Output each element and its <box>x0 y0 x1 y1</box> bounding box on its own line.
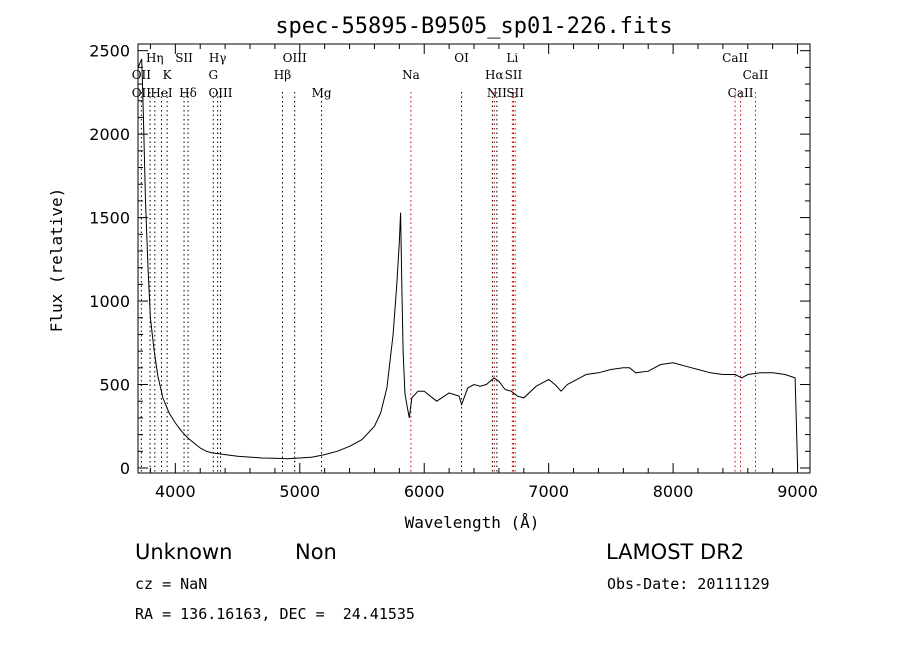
spectral-line-label: CaII <box>728 86 754 100</box>
x-tick-label: 5000 <box>279 482 320 501</box>
spectral-line-label: NII <box>487 86 507 100</box>
axis-ticks: 4000 5000 6000 7000 8000 9000 0 500 1000 1500 2000… <box>89 42 818 501</box>
x-axis-label: Wavelength (Å) <box>405 513 540 532</box>
spectral-line-label: Hη <box>146 51 164 65</box>
spectral-line-label: CaII <box>743 68 769 82</box>
spectral-line-label: SII <box>505 68 523 82</box>
spectral-line-label: OI <box>454 51 469 65</box>
x-tick-label: 4000 <box>155 482 196 501</box>
y-axis-label: Flux (relative) <box>47 188 66 333</box>
spectral-line-label: CaII <box>722 51 748 65</box>
y-tick-label: 1000 <box>89 292 130 311</box>
spectral-line-label: K <box>163 68 173 82</box>
survey-name: LAMOST DR2 <box>606 540 745 564</box>
spectral-line-markers <box>140 92 756 473</box>
y-tick-label: 2000 <box>89 125 130 144</box>
spectral-line-label: Hδ <box>179 86 197 100</box>
spectrum-line <box>137 58 799 469</box>
y-tick-label: 1500 <box>89 209 130 228</box>
y-tick-label: 0 <box>120 459 130 478</box>
x-tick-label: 7000 <box>528 482 569 501</box>
chart-title: spec-55895-B9505_sp01-226.fits <box>275 14 672 39</box>
spectral-line-label: OIII <box>283 51 307 65</box>
spectral-line-label: G <box>208 68 218 82</box>
spectral-line-label: SII <box>506 86 524 100</box>
object-subclass: Non <box>295 540 337 564</box>
redshift-readout: cz = NaN <box>135 575 208 593</box>
spectral-line-labels: OIIOIIHηHeIKSIIHδHγGOIIIOIIIHβMgNaOIHαNI… <box>132 51 769 100</box>
spectral-line-label: Na <box>402 68 420 82</box>
spectral-line-label: OII <box>132 86 152 100</box>
spectral-line-label: Li <box>506 51 518 65</box>
coordinates: RA = 136.16163, DEC = 24.41535 <box>135 605 415 623</box>
spectral-line-label: Mg <box>312 86 332 100</box>
x-tick-label: 9000 <box>777 482 818 501</box>
spectral-line-label: Hα <box>485 68 504 82</box>
spectral-line-label: OII <box>132 68 152 82</box>
y-tick-label: 2500 <box>89 42 130 61</box>
spectral-line-label: SII <box>175 51 193 65</box>
x-tick-label: 8000 <box>653 482 694 501</box>
spectral-line-label: Hγ <box>209 51 227 65</box>
object-class: Unknown <box>135 540 233 564</box>
spectral-line-label: HeI <box>150 86 173 100</box>
plot-frame <box>137 43 811 474</box>
spectral-line-label: OIII <box>208 86 232 100</box>
spectral-line-label: Hβ <box>274 68 291 82</box>
y-tick-label: 500 <box>99 376 130 395</box>
x-tick-label: 6000 <box>404 482 445 501</box>
obs-date: Obs-Date: 20111129 <box>607 575 770 593</box>
